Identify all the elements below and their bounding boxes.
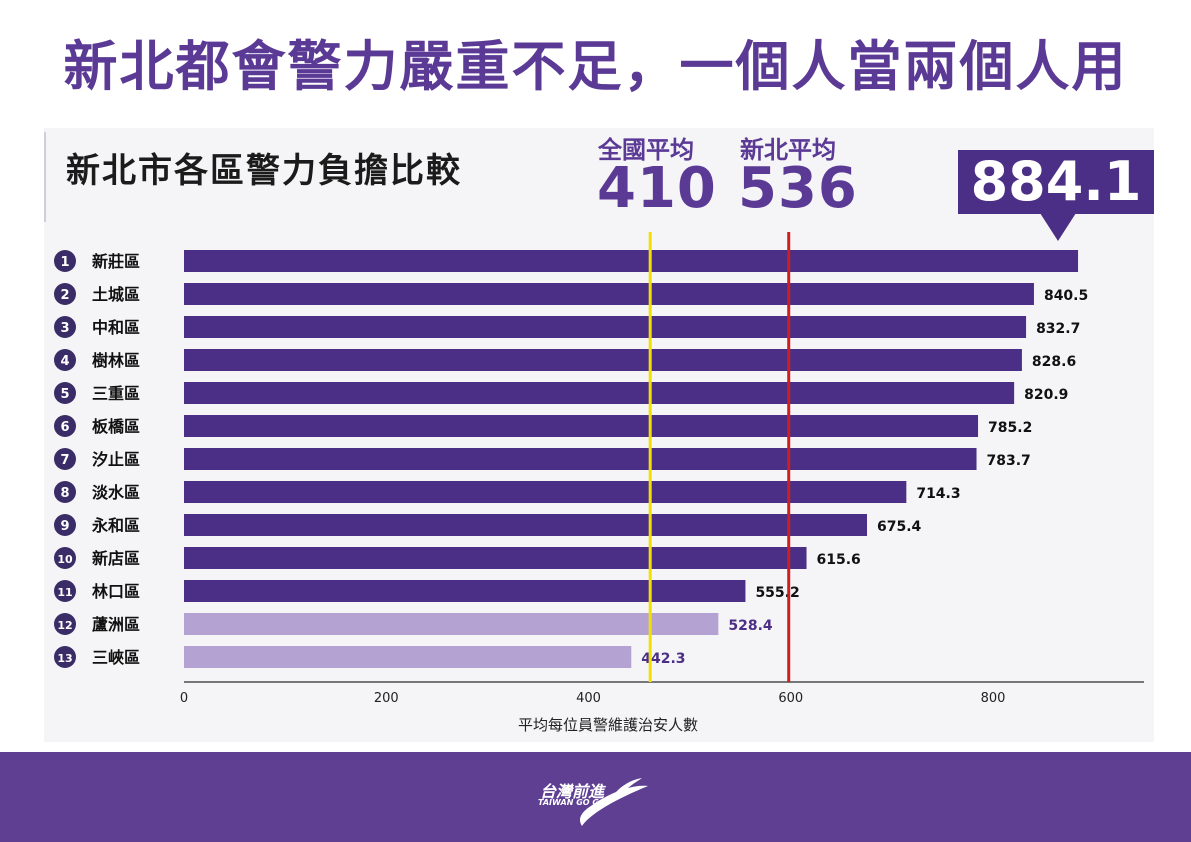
chart-subtitle: 新北市各區警力負擔比較 (66, 151, 462, 191)
bar-value-label: 442.3 (641, 651, 685, 667)
bar (184, 580, 746, 602)
bar-value-label: 785.2 (988, 420, 1032, 436)
rank-badge (54, 283, 76, 305)
category-label: 永和區 (91, 516, 140, 535)
category-label: 樹林區 (92, 351, 140, 370)
footer-band (0, 752, 1191, 842)
bar (184, 481, 907, 503)
callout-pointer (1040, 213, 1076, 241)
bar (184, 250, 1079, 272)
category-label: 土城區 (92, 285, 140, 304)
rank-number: 9 (60, 519, 69, 534)
rank-badge (54, 613, 76, 635)
new-taipei-average-label: 新北平均 (740, 136, 836, 164)
category-label: 中和區 (92, 318, 140, 337)
bar (184, 283, 1034, 305)
x-tick-label: 200 (374, 691, 399, 706)
bar (184, 547, 807, 569)
bar-value-label: 555.2 (755, 585, 799, 601)
new-taipei-average-value: 536 (738, 156, 858, 221)
rank-number: 11 (57, 586, 72, 599)
category-label: 新莊區 (92, 252, 140, 271)
rank-number: 8 (60, 486, 69, 501)
bar-value-label: 820.9 (1024, 387, 1068, 403)
category-label: 蘆洲區 (92, 615, 140, 634)
national-average-label: 全國平均 (598, 136, 694, 164)
category-label: 新店區 (92, 549, 140, 568)
logo-name: 台灣前進 (540, 782, 605, 801)
bar-value-label: 783.7 (987, 453, 1031, 469)
top-value-callout: 884.1 (958, 150, 1154, 214)
rank-badge (54, 415, 76, 437)
category-label: 淡水區 (92, 483, 140, 502)
category-label: 板橋區 (92, 417, 140, 436)
bar (184, 646, 632, 668)
rank-badge (54, 250, 76, 272)
rank-number: 12 (57, 619, 72, 632)
rank-badge (54, 481, 76, 503)
rank-number: 13 (57, 652, 72, 665)
rank-badge (54, 646, 76, 668)
rank-number: 5 (60, 387, 69, 402)
rank-number: 3 (60, 321, 69, 336)
x-tick-label: 600 (778, 691, 803, 706)
bar (184, 415, 979, 437)
x-tick-label: 0 (180, 691, 188, 706)
rank-badge (54, 547, 76, 569)
bar (184, 514, 867, 536)
swallow-bird-icon (580, 778, 648, 826)
rank-number: 7 (60, 453, 69, 468)
subtitle-accent-bar (44, 132, 46, 222)
bar (184, 316, 1027, 338)
category-label: 三重區 (92, 384, 140, 403)
rank-number: 10 (57, 553, 73, 566)
bar-value-label: 828.6 (1032, 354, 1076, 370)
bar (184, 349, 1022, 371)
rank-number: 4 (60, 354, 69, 369)
logo-subtitle: TAIWAN GO GO (538, 798, 606, 807)
bar (184, 382, 1015, 404)
bar-value-label: 675.4 (877, 519, 922, 535)
category-label: 三峽區 (92, 648, 140, 667)
bar (184, 448, 977, 470)
national-average-value: 410 (597, 156, 717, 221)
rank-number: 6 (60, 420, 69, 435)
bar (184, 613, 719, 635)
rank-badge (54, 514, 76, 536)
rank-number: 1 (60, 255, 69, 270)
x-tick-label: 800 (981, 691, 1006, 706)
rank-number: 2 (60, 288, 69, 303)
rank-badge (54, 448, 76, 470)
rank-badge (54, 382, 76, 404)
category-label: 林口區 (92, 582, 140, 601)
rank-badge (54, 349, 76, 371)
bar-value-label: 840.5 (1044, 288, 1088, 304)
page-title: 新北都會警力嚴重不足，一個人當兩個人用 (63, 35, 1128, 98)
category-label: 汐止區 (92, 450, 140, 469)
bar-value-label: 832.7 (1036, 321, 1080, 337)
bar-value-label: 714.3 (916, 486, 960, 502)
bar-chart: 0 200 400 600 800 平均每位員警維護治安人數 1 新莊區 2 土城區 840.5 3 中… (54, 232, 1144, 734)
x-axis-label: 平均每位員警維護治安人數 (518, 716, 698, 734)
rank-badge (54, 316, 76, 338)
bar-value-label: 528.4 (728, 618, 773, 634)
rank-badge (54, 580, 76, 602)
x-tick-label: 400 (576, 691, 601, 706)
bar-value-label: 615.6 (817, 552, 861, 568)
